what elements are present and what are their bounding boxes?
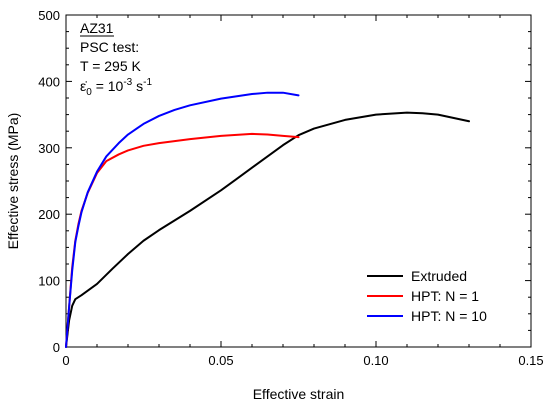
annotation-material: AZ31 xyxy=(80,20,114,36)
series-lines xyxy=(65,91,470,348)
x-tick-label: 0.15 xyxy=(518,353,543,368)
y-tick-label: 300 xyxy=(38,141,60,156)
legend: Extruded HPT: N = 1 HPT: N = 10 xyxy=(367,268,487,324)
x-tick-label: 0.05 xyxy=(208,353,233,368)
y-tick-label: 200 xyxy=(38,207,60,222)
annotation-box: AZ31 PSC test: T = 295 K ε̇0 = 10-3 s-1 xyxy=(80,20,152,98)
x-tick-label: 0 xyxy=(62,353,69,368)
annotation-temperature: T = 295 K xyxy=(80,58,142,74)
legend-label-0: Extruded xyxy=(411,268,467,284)
annotation-strain-rate: ε̇0 = 10-3 s-1 xyxy=(80,77,152,98)
series-line-0 xyxy=(65,111,470,348)
y-axis-label: Effective stress (MPa) xyxy=(5,113,21,250)
x-tick-label: 0.10 xyxy=(363,353,388,368)
axes: 0 0.05 0.10 0.15 0 100 200 300 400 500 Effective s… xyxy=(5,8,544,402)
x-axis-label: Effective strain xyxy=(253,386,345,402)
annotation-test: PSC test: xyxy=(80,39,139,55)
legend-label-2: HPT: N = 10 xyxy=(411,308,487,324)
y-tick-label: 100 xyxy=(38,274,60,289)
y-tick-label: 400 xyxy=(38,74,60,89)
series-line-2 xyxy=(65,91,300,348)
legend-label-1: HPT: N = 1 xyxy=(411,288,479,304)
y-tick-label: 500 xyxy=(38,8,60,23)
y-tick-label: 0 xyxy=(53,340,60,355)
